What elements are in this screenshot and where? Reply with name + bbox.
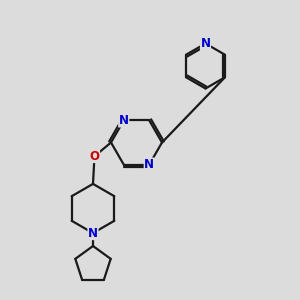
Text: N: N	[144, 158, 154, 171]
Text: O: O	[89, 149, 100, 163]
Text: N: N	[200, 37, 211, 50]
Text: N: N	[88, 226, 98, 240]
Text: N: N	[119, 114, 129, 127]
